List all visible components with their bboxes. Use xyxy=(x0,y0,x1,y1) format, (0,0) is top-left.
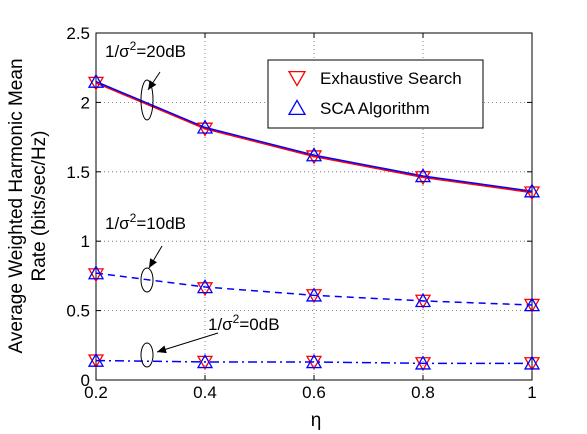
marker-sca-algorithm xyxy=(305,287,323,302)
marker-sca-algorithm xyxy=(414,168,432,183)
annotation-arrow-line xyxy=(156,332,219,353)
annotation-superscript: 2 xyxy=(233,312,240,326)
marker-sca-algorithm xyxy=(287,99,307,116)
annotation-superscript: 2 xyxy=(130,211,137,225)
marker-exhaustive-search xyxy=(87,268,105,283)
y-axis-label-line-2: Rate (bits/sec/Hz) xyxy=(29,131,50,282)
x-tick-label: 1 xyxy=(527,383,536,402)
marker-sca-algorithm xyxy=(196,353,214,369)
annotation-snr-value: =20dB xyxy=(136,42,186,61)
annotation-label: 1/σ2=10dB xyxy=(105,211,186,233)
marker-sca-algorithm xyxy=(87,265,105,280)
annotation-snr-base: 1/σ xyxy=(208,315,233,334)
marker-exhaustive-search xyxy=(523,186,541,201)
series-line-sca-algorithm xyxy=(95,80,533,192)
marker-sca-algorithm xyxy=(414,355,432,370)
marker-sca-algorithm xyxy=(523,355,541,370)
annotation-arrow-head xyxy=(157,345,167,354)
series-line-sca-algorithm xyxy=(95,272,533,306)
marker-sca-algorithm xyxy=(87,73,105,88)
marker-exhaustive-search xyxy=(305,150,323,165)
series-line-sca-algorithm xyxy=(95,359,532,365)
marker-exhaustive-search xyxy=(196,282,214,297)
marker-exhaustive-search xyxy=(414,171,432,186)
marker-sca-algorithm xyxy=(305,147,323,162)
marker-sca-algorithm xyxy=(196,119,214,134)
annotation-label: 1/σ2=20dB xyxy=(105,39,186,61)
annotation-label: 1/σ2=0dB xyxy=(208,312,280,334)
marker-sca-algorithm xyxy=(414,292,432,308)
legend: Exhaustive Search SCA Algorithm xyxy=(267,59,484,129)
x-tick-label: 0.4 xyxy=(193,383,217,402)
annotation-snr-value: =10dB xyxy=(136,214,186,233)
marker-sca-algorithm xyxy=(305,353,323,369)
annotation-snr-base: 1/σ xyxy=(105,42,130,61)
y-tick-label: 1.5 xyxy=(66,163,90,182)
annotation-arrow-head xyxy=(149,258,158,268)
marker-sca-algorithm xyxy=(196,279,214,294)
marker-exhaustive-search xyxy=(87,76,105,91)
legend-label: Exhaustive Search xyxy=(320,69,462,88)
y-tick-label: 2.5 xyxy=(66,24,90,43)
annotation-snr-value: =0dB xyxy=(239,315,279,334)
marker-exhaustive-search xyxy=(196,122,214,137)
legend-label: SCA Algorithm xyxy=(320,99,430,118)
annotation-ellipse xyxy=(140,267,154,293)
y-tick-label: 0.5 xyxy=(66,302,90,321)
x-axis-label: η xyxy=(311,410,322,431)
grid xyxy=(96,33,532,380)
marker-sca-algorithm xyxy=(87,352,105,367)
annotation-arrow-head xyxy=(148,80,157,90)
markers xyxy=(87,73,541,372)
x-tick-label: 0.8 xyxy=(411,383,435,402)
annotation-snr-base: 1/σ xyxy=(105,214,130,233)
y-tick-label: 1 xyxy=(81,232,90,251)
annotation-superscript: 2 xyxy=(130,39,137,53)
annotation-ellipse xyxy=(140,79,154,121)
series-line-exhaustive-search xyxy=(95,82,533,194)
y-tick-label: 0 xyxy=(81,371,90,390)
annotation-ellipse xyxy=(140,342,154,368)
marker-sca-algorithm xyxy=(523,297,541,312)
marker-sca-algorithm xyxy=(523,183,541,198)
series xyxy=(95,80,533,365)
y-tick-label: 2 xyxy=(81,93,90,112)
x-tick-label: 0.6 xyxy=(302,383,326,402)
ticks: 0.2 0.4 0.6 0.8 1 0 0.5 1 1.5 2 2.5 xyxy=(66,24,536,402)
marker-exhaustive-search xyxy=(287,70,307,87)
x-tick-label: 0.2 xyxy=(84,383,108,402)
y-axis-label-line-1: Average Weighted Harmonic Mean xyxy=(6,58,27,353)
